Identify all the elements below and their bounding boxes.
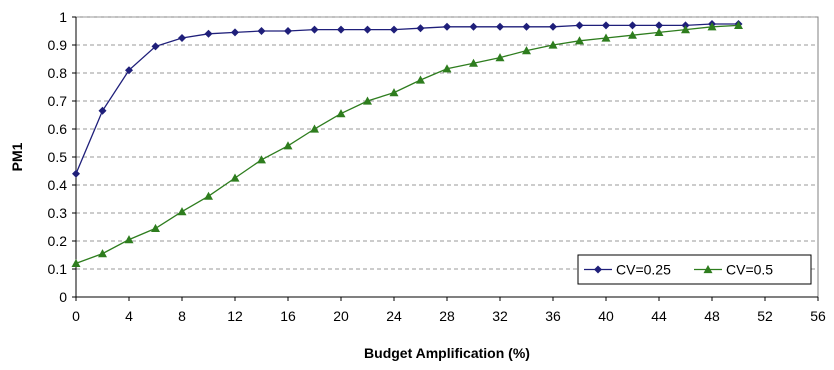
data-point xyxy=(231,28,239,37)
data-point xyxy=(734,20,743,29)
data-point xyxy=(469,58,478,67)
data-point xyxy=(602,21,610,30)
x-tick-label: 32 xyxy=(492,308,508,324)
data-point xyxy=(72,169,80,178)
legend-marker xyxy=(594,265,602,274)
data-point xyxy=(125,66,133,75)
x-tick-label: 52 xyxy=(757,308,773,324)
data-point xyxy=(151,223,160,232)
y-tick-label: 0.8 xyxy=(48,65,68,81)
axes: 00.10.20.30.40.50.60.70.80.910 4 8 12 16 20 24… xyxy=(48,9,826,324)
y-tick-label: 0.9 xyxy=(48,37,68,53)
legend-label: CV=0.5 xyxy=(726,262,773,278)
data-point xyxy=(124,235,134,244)
x-tick-label: 12 xyxy=(227,308,243,324)
data-point xyxy=(257,155,266,164)
data-point xyxy=(178,34,186,42)
data-point xyxy=(443,22,451,31)
data-point xyxy=(177,207,187,216)
data-point xyxy=(283,141,293,150)
data-point xyxy=(495,53,505,62)
x-tick-label: 40 xyxy=(598,308,614,324)
data-point xyxy=(628,21,637,30)
data-point xyxy=(336,109,346,118)
y-axis-title: PM1 xyxy=(9,142,25,171)
data-point xyxy=(469,22,478,31)
data-point xyxy=(416,24,425,33)
data-point xyxy=(310,25,319,34)
data-point xyxy=(601,33,611,42)
data-point xyxy=(71,258,81,267)
y-tick-label: 0.4 xyxy=(48,177,68,193)
data-point xyxy=(522,22,531,31)
data-point xyxy=(655,21,663,30)
data-point xyxy=(230,173,240,182)
data-point xyxy=(522,46,531,55)
data-point xyxy=(204,191,213,200)
series-line xyxy=(75,24,739,265)
data-point xyxy=(442,64,452,73)
data-point xyxy=(707,22,717,31)
data-point xyxy=(363,25,372,34)
y-tick-label: 0.1 xyxy=(48,261,68,277)
data-point xyxy=(151,42,160,51)
data-point xyxy=(98,249,107,258)
grid-lines xyxy=(76,16,818,270)
data-point xyxy=(548,40,558,49)
y-tick-label: 0 xyxy=(59,289,67,305)
x-tick-label: 56 xyxy=(810,308,826,324)
data-point xyxy=(390,25,398,34)
x-axis-title: Budget Amplification (%) xyxy=(364,345,530,361)
data-point xyxy=(389,88,399,97)
data-point xyxy=(284,27,292,35)
legend-label: CV=0.25 xyxy=(616,262,671,278)
data-point xyxy=(337,25,345,34)
x-tick-label: 36 xyxy=(545,308,561,324)
legend: CV=0.25 CV=0.5 xyxy=(577,254,812,285)
x-tick-label: 0 xyxy=(72,308,80,324)
x-tick-label: 28 xyxy=(439,308,455,324)
y-tick-label: 0.5 xyxy=(48,149,68,165)
x-tick-label: 16 xyxy=(280,308,296,324)
data-point xyxy=(549,22,557,31)
x-tick-label: 48 xyxy=(704,308,720,324)
series-line xyxy=(75,23,739,175)
x-tick-label: 4 xyxy=(125,308,133,324)
data-point xyxy=(310,124,319,133)
x-tick-label: 20 xyxy=(333,308,349,324)
x-tick-label: 44 xyxy=(651,308,667,324)
data-point xyxy=(681,25,690,34)
data-point xyxy=(204,29,213,38)
data-point xyxy=(575,21,584,30)
data-point xyxy=(654,27,664,36)
data-point xyxy=(257,27,266,35)
y-tick-label: 0.3 xyxy=(48,205,68,221)
data-point xyxy=(496,22,504,31)
data-point xyxy=(98,106,107,115)
data-point xyxy=(363,96,372,105)
data-point xyxy=(628,30,637,39)
y-tick-label: 1 xyxy=(59,9,67,25)
x-tick-label: 24 xyxy=(386,308,402,324)
data-point xyxy=(416,75,425,84)
x-tick-label: 8 xyxy=(178,308,186,324)
data-point xyxy=(575,36,584,45)
series-layer xyxy=(71,20,743,267)
y-tick-label: 0.6 xyxy=(48,121,68,137)
series-2 xyxy=(71,20,743,267)
y-tick-label: 0.7 xyxy=(48,93,68,109)
legend-marker xyxy=(703,265,713,274)
y-tick-label: 0.2 xyxy=(48,233,68,249)
